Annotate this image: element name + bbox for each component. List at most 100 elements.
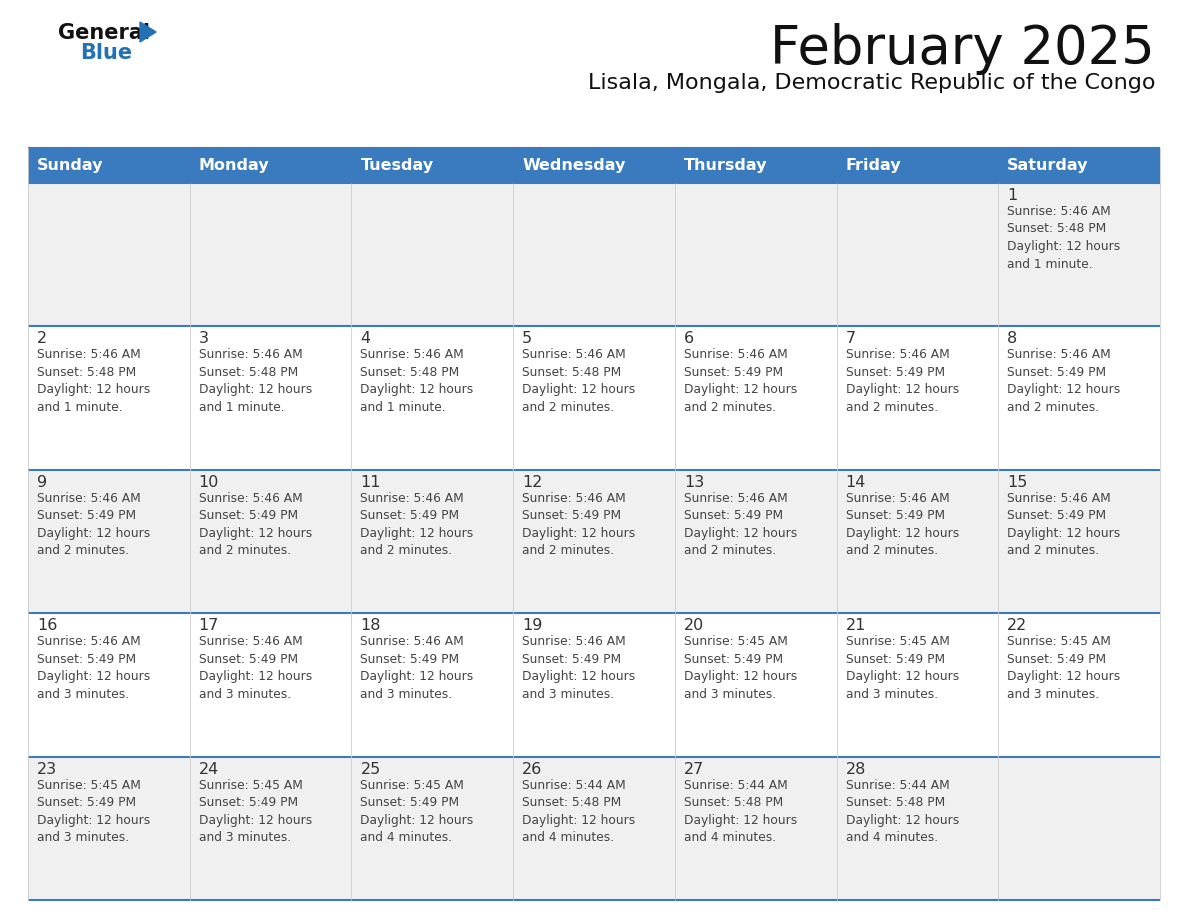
Bar bbox=[836, 148, 998, 183]
Bar bbox=[675, 148, 836, 183]
Bar bbox=[513, 756, 675, 900]
Bar bbox=[352, 470, 513, 613]
Bar bbox=[29, 148, 190, 183]
Text: 24: 24 bbox=[198, 762, 219, 777]
Text: Sunrise: 5:44 AM
Sunset: 5:48 PM
Daylight: 12 hours
and 4 minutes.: Sunrise: 5:44 AM Sunset: 5:48 PM Dayligh… bbox=[523, 778, 636, 844]
Bar bbox=[513, 148, 675, 183]
Text: 19: 19 bbox=[523, 618, 543, 633]
Text: Sunrise: 5:46 AM
Sunset: 5:49 PM
Daylight: 12 hours
and 2 minutes.: Sunrise: 5:46 AM Sunset: 5:49 PM Dayligh… bbox=[684, 492, 797, 557]
Text: 4: 4 bbox=[360, 331, 371, 346]
Bar bbox=[190, 327, 352, 470]
Text: Sunrise: 5:46 AM
Sunset: 5:49 PM
Daylight: 12 hours
and 2 minutes.: Sunrise: 5:46 AM Sunset: 5:49 PM Dayligh… bbox=[1007, 349, 1120, 414]
Bar bbox=[513, 613, 675, 756]
Text: 6: 6 bbox=[684, 331, 694, 346]
Bar bbox=[29, 470, 190, 613]
Text: 15: 15 bbox=[1007, 475, 1028, 490]
Bar bbox=[352, 613, 513, 756]
Text: Friday: Friday bbox=[846, 158, 902, 173]
Text: Sunrise: 5:46 AM
Sunset: 5:49 PM
Daylight: 12 hours
and 2 minutes.: Sunrise: 5:46 AM Sunset: 5:49 PM Dayligh… bbox=[846, 492, 959, 557]
Text: Sunrise: 5:45 AM
Sunset: 5:49 PM
Daylight: 12 hours
and 3 minutes.: Sunrise: 5:45 AM Sunset: 5:49 PM Dayligh… bbox=[846, 635, 959, 700]
Text: February 2025: February 2025 bbox=[770, 23, 1155, 75]
Bar bbox=[352, 756, 513, 900]
Text: Wednesday: Wednesday bbox=[523, 158, 626, 173]
Text: 26: 26 bbox=[523, 762, 543, 777]
Bar bbox=[190, 183, 352, 327]
Bar bbox=[29, 183, 190, 327]
Bar bbox=[675, 183, 836, 327]
Text: 20: 20 bbox=[684, 618, 704, 633]
Text: Sunrise: 5:45 AM
Sunset: 5:49 PM
Daylight: 12 hours
and 4 minutes.: Sunrise: 5:45 AM Sunset: 5:49 PM Dayligh… bbox=[360, 778, 474, 844]
Text: Sunrise: 5:45 AM
Sunset: 5:49 PM
Daylight: 12 hours
and 3 minutes.: Sunrise: 5:45 AM Sunset: 5:49 PM Dayligh… bbox=[198, 778, 312, 844]
Bar bbox=[998, 183, 1159, 327]
Text: Sunrise: 5:46 AM
Sunset: 5:48 PM
Daylight: 12 hours
and 1 minute.: Sunrise: 5:46 AM Sunset: 5:48 PM Dayligh… bbox=[198, 349, 312, 414]
Text: Sunrise: 5:46 AM
Sunset: 5:49 PM
Daylight: 12 hours
and 2 minutes.: Sunrise: 5:46 AM Sunset: 5:49 PM Dayligh… bbox=[1007, 492, 1120, 557]
Bar bbox=[190, 148, 352, 183]
Text: Sunrise: 5:46 AM
Sunset: 5:49 PM
Daylight: 12 hours
and 3 minutes.: Sunrise: 5:46 AM Sunset: 5:49 PM Dayligh… bbox=[37, 635, 150, 700]
Bar bbox=[29, 756, 190, 900]
Text: Sunrise: 5:46 AM
Sunset: 5:49 PM
Daylight: 12 hours
and 2 minutes.: Sunrise: 5:46 AM Sunset: 5:49 PM Dayligh… bbox=[684, 349, 797, 414]
Bar bbox=[675, 327, 836, 470]
Text: Sunrise: 5:45 AM
Sunset: 5:49 PM
Daylight: 12 hours
and 3 minutes.: Sunrise: 5:45 AM Sunset: 5:49 PM Dayligh… bbox=[37, 778, 150, 844]
Text: Monday: Monday bbox=[198, 158, 270, 173]
Text: 27: 27 bbox=[684, 762, 704, 777]
Text: Tuesday: Tuesday bbox=[360, 158, 434, 173]
Text: 12: 12 bbox=[523, 475, 543, 490]
Bar bbox=[675, 613, 836, 756]
Text: 3: 3 bbox=[198, 331, 209, 346]
Text: Sunrise: 5:46 AM
Sunset: 5:48 PM
Daylight: 12 hours
and 2 minutes.: Sunrise: 5:46 AM Sunset: 5:48 PM Dayligh… bbox=[523, 349, 636, 414]
Text: General: General bbox=[58, 23, 150, 43]
Text: Sunrise: 5:46 AM
Sunset: 5:48 PM
Daylight: 12 hours
and 1 minute.: Sunrise: 5:46 AM Sunset: 5:48 PM Dayligh… bbox=[37, 349, 150, 414]
Text: Sunrise: 5:46 AM
Sunset: 5:49 PM
Daylight: 12 hours
and 3 minutes.: Sunrise: 5:46 AM Sunset: 5:49 PM Dayligh… bbox=[523, 635, 636, 700]
Text: 14: 14 bbox=[846, 475, 866, 490]
Text: Sunrise: 5:45 AM
Sunset: 5:49 PM
Daylight: 12 hours
and 3 minutes.: Sunrise: 5:45 AM Sunset: 5:49 PM Dayligh… bbox=[684, 635, 797, 700]
Bar bbox=[836, 756, 998, 900]
Text: 21: 21 bbox=[846, 618, 866, 633]
Text: Blue: Blue bbox=[80, 43, 132, 63]
Bar bbox=[190, 613, 352, 756]
Text: 7: 7 bbox=[846, 331, 855, 346]
Bar bbox=[836, 613, 998, 756]
Text: Sunrise: 5:44 AM
Sunset: 5:48 PM
Daylight: 12 hours
and 4 minutes.: Sunrise: 5:44 AM Sunset: 5:48 PM Dayligh… bbox=[846, 778, 959, 844]
Bar bbox=[190, 470, 352, 613]
Bar bbox=[29, 327, 190, 470]
Text: 25: 25 bbox=[360, 762, 380, 777]
Text: Sunrise: 5:46 AM
Sunset: 5:49 PM
Daylight: 12 hours
and 2 minutes.: Sunrise: 5:46 AM Sunset: 5:49 PM Dayligh… bbox=[37, 492, 150, 557]
Text: Sunday: Sunday bbox=[37, 158, 103, 173]
Text: Sunrise: 5:45 AM
Sunset: 5:49 PM
Daylight: 12 hours
and 3 minutes.: Sunrise: 5:45 AM Sunset: 5:49 PM Dayligh… bbox=[1007, 635, 1120, 700]
Text: 10: 10 bbox=[198, 475, 219, 490]
Bar bbox=[836, 470, 998, 613]
Bar bbox=[998, 327, 1159, 470]
Text: 1: 1 bbox=[1007, 188, 1018, 203]
Bar bbox=[675, 470, 836, 613]
Bar bbox=[352, 148, 513, 183]
Text: 16: 16 bbox=[37, 618, 57, 633]
Text: 11: 11 bbox=[360, 475, 381, 490]
Text: 22: 22 bbox=[1007, 618, 1028, 633]
Bar bbox=[998, 470, 1159, 613]
Text: 9: 9 bbox=[37, 475, 48, 490]
Text: Thursday: Thursday bbox=[684, 158, 767, 173]
Text: 13: 13 bbox=[684, 475, 704, 490]
Bar bbox=[836, 327, 998, 470]
Bar bbox=[352, 327, 513, 470]
Text: 2: 2 bbox=[37, 331, 48, 346]
Text: 23: 23 bbox=[37, 762, 57, 777]
Text: Sunrise: 5:46 AM
Sunset: 5:49 PM
Daylight: 12 hours
and 2 minutes.: Sunrise: 5:46 AM Sunset: 5:49 PM Dayligh… bbox=[198, 492, 312, 557]
Text: 17: 17 bbox=[198, 618, 219, 633]
Text: 18: 18 bbox=[360, 618, 381, 633]
Bar bbox=[675, 756, 836, 900]
Text: Sunrise: 5:46 AM
Sunset: 5:48 PM
Daylight: 12 hours
and 1 minute.: Sunrise: 5:46 AM Sunset: 5:48 PM Dayligh… bbox=[360, 349, 474, 414]
Text: Lisala, Mongala, Democratic Republic of the Congo: Lisala, Mongala, Democratic Republic of … bbox=[588, 73, 1155, 93]
Bar bbox=[352, 183, 513, 327]
Text: Sunrise: 5:46 AM
Sunset: 5:49 PM
Daylight: 12 hours
and 2 minutes.: Sunrise: 5:46 AM Sunset: 5:49 PM Dayligh… bbox=[846, 349, 959, 414]
Bar bbox=[29, 613, 190, 756]
Text: Saturday: Saturday bbox=[1007, 158, 1088, 173]
Bar bbox=[836, 183, 998, 327]
Bar bbox=[513, 183, 675, 327]
Text: Sunrise: 5:46 AM
Sunset: 5:49 PM
Daylight: 12 hours
and 3 minutes.: Sunrise: 5:46 AM Sunset: 5:49 PM Dayligh… bbox=[360, 635, 474, 700]
Text: 8: 8 bbox=[1007, 331, 1018, 346]
Polygon shape bbox=[140, 22, 156, 42]
Text: Sunrise: 5:44 AM
Sunset: 5:48 PM
Daylight: 12 hours
and 4 minutes.: Sunrise: 5:44 AM Sunset: 5:48 PM Dayligh… bbox=[684, 778, 797, 844]
Text: 28: 28 bbox=[846, 762, 866, 777]
Text: Sunrise: 5:46 AM
Sunset: 5:49 PM
Daylight: 12 hours
and 2 minutes.: Sunrise: 5:46 AM Sunset: 5:49 PM Dayligh… bbox=[360, 492, 474, 557]
